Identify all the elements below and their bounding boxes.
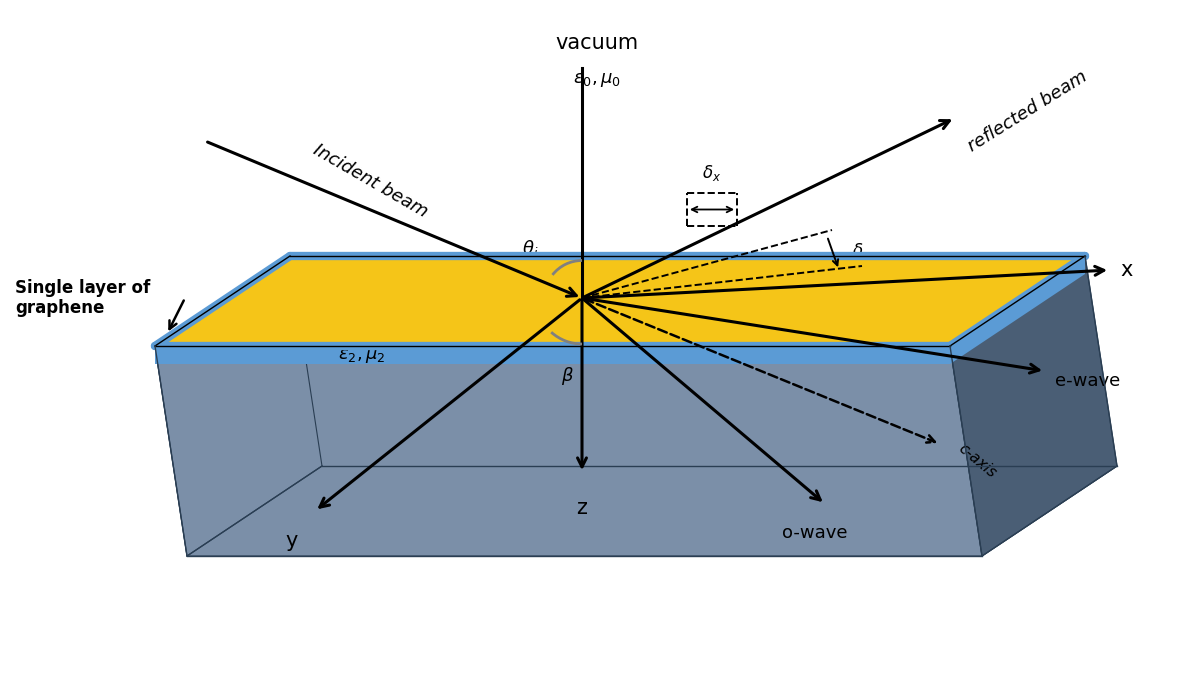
Polygon shape — [155, 346, 950, 364]
Text: reflected beam: reflected beam — [965, 67, 1091, 155]
Polygon shape — [155, 256, 1085, 346]
Text: c-axis: c-axis — [955, 441, 998, 481]
Text: $\beta$: $\beta$ — [560, 365, 574, 387]
Text: Single layer of
graphene: Single layer of graphene — [14, 279, 150, 318]
Polygon shape — [155, 256, 322, 556]
Text: vacuum: vacuum — [556, 33, 638, 53]
Polygon shape — [950, 256, 1085, 364]
Text: Incident beam: Incident beam — [310, 141, 431, 221]
Text: $\epsilon_2, \mu_2$: $\epsilon_2, \mu_2$ — [338, 347, 386, 365]
Text: $\epsilon_0, \mu_0$: $\epsilon_0, \mu_0$ — [572, 71, 622, 89]
Text: $\theta_i$: $\theta_i$ — [522, 237, 539, 258]
Polygon shape — [155, 346, 982, 556]
Text: z: z — [576, 498, 588, 518]
Polygon shape — [950, 256, 1117, 556]
Text: $\delta_y$: $\delta_y$ — [852, 241, 871, 264]
Text: x: x — [1120, 260, 1133, 280]
Text: o-wave: o-wave — [782, 524, 847, 542]
Polygon shape — [187, 466, 1117, 556]
Text: $\delta_x$: $\delta_x$ — [702, 163, 721, 183]
Text: y: y — [286, 531, 298, 551]
Text: e-wave: e-wave — [1055, 372, 1121, 390]
Text: Hyperbolic Crystal: Hyperbolic Crystal — [295, 301, 474, 320]
